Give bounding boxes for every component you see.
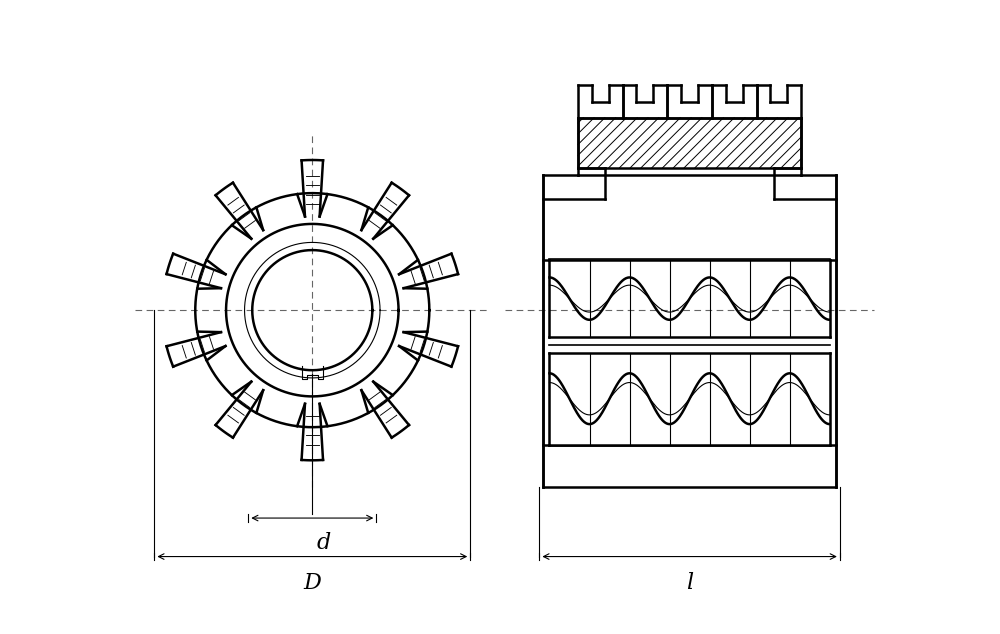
- Text: d: d: [317, 532, 331, 554]
- Text: D: D: [303, 572, 321, 594]
- Text: l: l: [686, 572, 693, 594]
